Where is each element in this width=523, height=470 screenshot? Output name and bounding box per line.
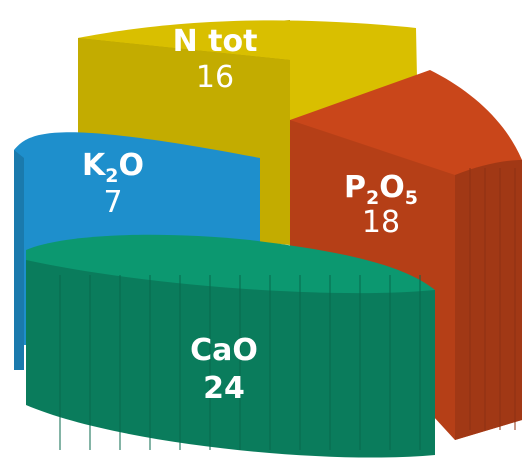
slice-cao-stripes <box>59 168 516 450</box>
label-p2o5-sub2: 5 <box>405 187 418 209</box>
label-k2o-sub1: 2 <box>105 165 118 187</box>
slice-k2o-side <box>14 150 24 370</box>
label-cao: CaO <box>190 333 258 368</box>
label-p2o5-sub1: 2 <box>366 187 379 209</box>
label-p2o5-main1: P <box>344 170 366 205</box>
label-k2o-main2: O <box>118 148 144 183</box>
slice-p2o5-side <box>455 160 522 440</box>
value-k2o: 7 <box>103 185 122 220</box>
label-p2o5: P2O5 <box>344 170 418 209</box>
value-ntot: 16 <box>196 60 234 95</box>
label-k2o: K2O <box>82 148 144 187</box>
label-k2o-main1: K <box>82 148 107 183</box>
slice-cao-side <box>26 250 435 458</box>
value-p2o5: 18 <box>362 205 400 240</box>
label-ntot: N tot <box>173 24 258 59</box>
value-cao: 24 <box>203 371 245 406</box>
label-p2o5-main2: O <box>379 170 405 205</box>
slice-cao <box>26 234 435 458</box>
slice-cao-top <box>26 234 435 294</box>
